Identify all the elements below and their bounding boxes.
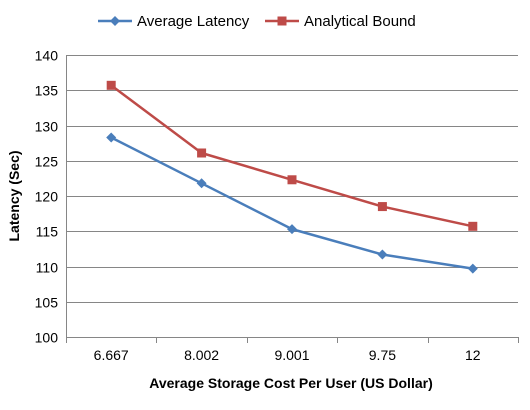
x-tick-label: 9.001 <box>274 347 309 363</box>
y-tick-label: 125 <box>35 154 59 170</box>
x-tick-label: 6.667 <box>94 347 129 363</box>
legend-marker <box>110 16 120 26</box>
analytical-bound-point <box>468 221 478 231</box>
average-latency-series <box>106 132 478 274</box>
analytical-bound-series <box>106 80 478 231</box>
average-latency-line <box>110 136 473 270</box>
y-tick-label: 130 <box>35 119 59 135</box>
y-axis-ticks: 100 105 110 115 120 125 130 135 140 <box>35 48 59 346</box>
average-latency-point <box>106 132 117 143</box>
y-tick-label: 135 <box>35 83 59 99</box>
x-tick-label: 9.75 <box>369 347 396 363</box>
legend-marker <box>277 16 287 26</box>
x-axis-title: Average Storage Cost Per User (US Dollar… <box>149 375 432 391</box>
average-latency-point <box>467 263 478 274</box>
y-tick-label: 105 <box>35 295 59 311</box>
legend-label: Analytical Bound <box>304 13 416 30</box>
average-latency-point <box>196 178 207 189</box>
x-tick-label: 12 <box>465 347 481 363</box>
gridlines <box>66 55 518 338</box>
x-tick-label: 8.002 <box>184 347 219 363</box>
y-tick-label: 140 <box>35 48 59 64</box>
analytical-bound-line <box>110 84 474 228</box>
average-latency-point <box>287 224 297 235</box>
legend-item-analytical-bound: Analytical Bound <box>265 13 416 30</box>
average-latency-point <box>377 249 388 260</box>
y-tick-label: 115 <box>36 224 59 240</box>
analytical-bound-point <box>106 80 116 90</box>
y-axis-title: Latency (Sec) <box>6 150 22 241</box>
legend-item-average-latency: Average Latency <box>98 13 250 30</box>
x-axis-ticks: 6.667 8.002 9.001 9.75 12 <box>66 337 519 363</box>
legend-label: Average Latency <box>137 13 250 30</box>
legend: Average Latency Analytical Bound <box>98 13 416 30</box>
analytical-bound-point <box>377 202 387 212</box>
series-group <box>106 80 478 274</box>
y-tick-label: 120 <box>35 189 59 205</box>
analytical-bound-point <box>197 148 207 158</box>
y-tick-label: 100 <box>35 330 59 346</box>
analytical-bound-point <box>287 175 297 185</box>
y-tick-label: 110 <box>36 260 59 276</box>
